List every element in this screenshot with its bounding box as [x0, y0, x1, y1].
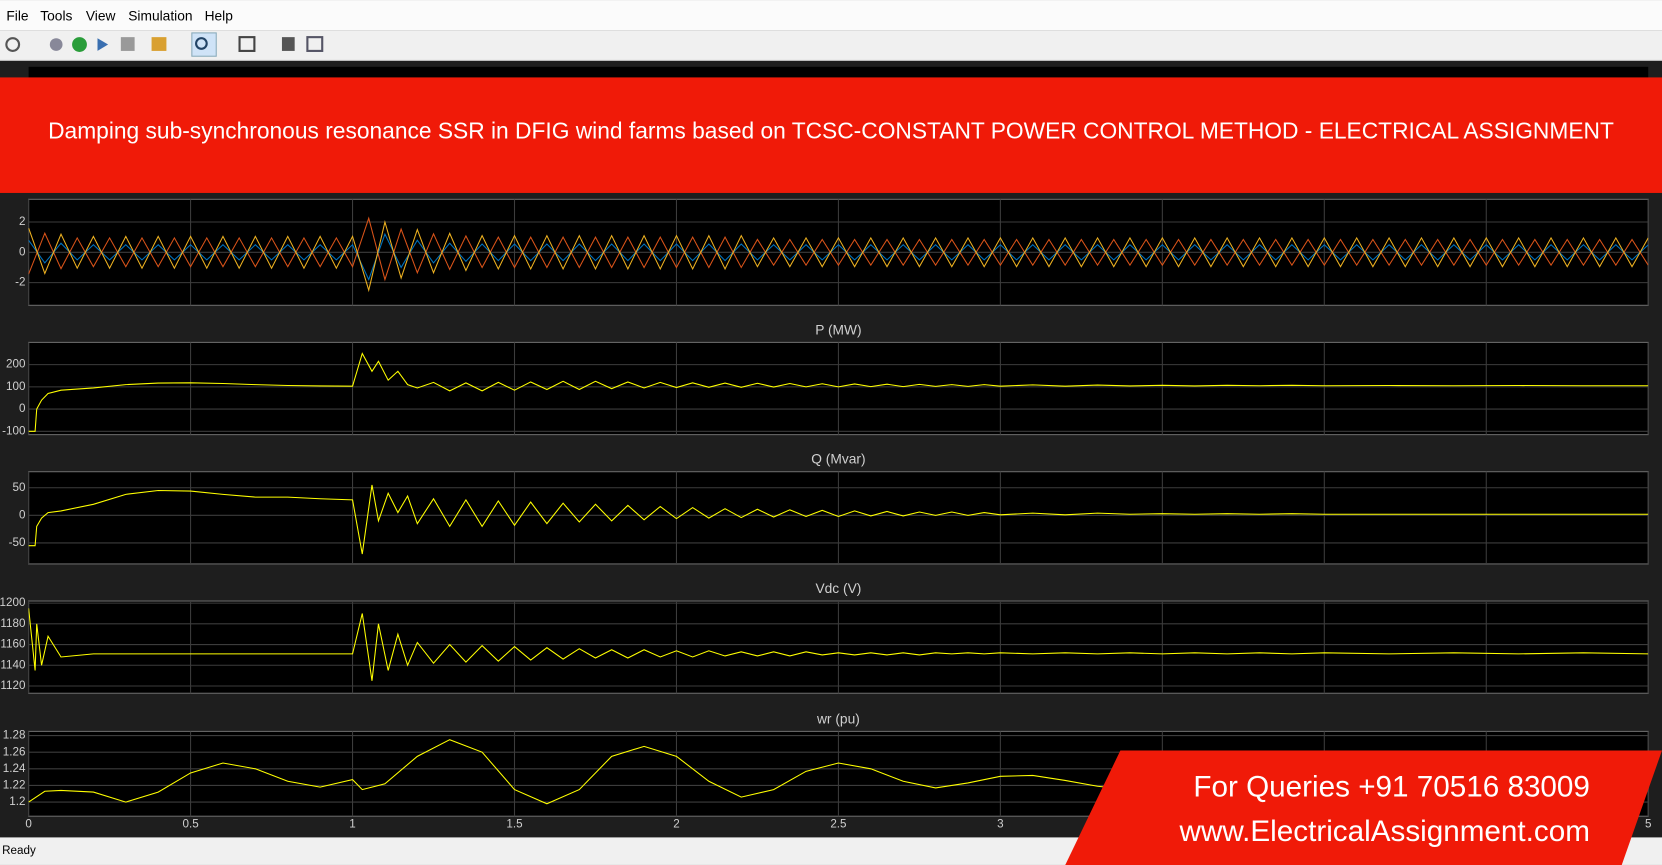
trace: [28, 484, 1649, 555]
y-tick-label: 1140: [0, 658, 26, 671]
y-tick-label: 50: [12, 481, 25, 494]
y-tick-label: 0: [19, 245, 26, 258]
traces: [28, 608, 1649, 681]
step-forward-button[interactable]: [97, 38, 109, 51]
y-tick-label: -2: [15, 276, 25, 289]
contact-overlay: [1065, 750, 1662, 865]
y-tick-label: 200: [6, 358, 26, 371]
banner-title: Damping sub-synchronous resonance SSR in…: [48, 118, 1614, 144]
panel-title: P (MW): [815, 322, 861, 337]
x-tick-label: 0.5: [182, 818, 198, 831]
status-text: Ready: [2, 844, 36, 857]
y-tick-label: 1.24: [3, 762, 26, 775]
scope-panel: -2 0 2: [15, 198, 1649, 306]
highlight-button[interactable]: [151, 37, 167, 51]
trace: [28, 232, 1649, 281]
y-tick-label: 1160: [0, 638, 26, 651]
x-tick-label: 3: [997, 818, 1003, 831]
style-button[interactable]: [281, 37, 295, 51]
menu-item[interactable]: File: [6, 9, 29, 24]
menu-item[interactable]: Tools: [40, 9, 72, 24]
y-tick-label: 0: [19, 402, 26, 415]
settings-button[interactable]: [5, 37, 21, 52]
trace: [28, 216, 1649, 282]
contact-phone: For Queries +91 70516 83009: [1193, 770, 1590, 803]
toolbar: [0, 30, 1662, 61]
y-tick-label: 1.22: [3, 779, 26, 792]
x-tick-label: 1.5: [506, 818, 522, 831]
run-button[interactable]: [72, 37, 87, 52]
measure-button[interactable]: [306, 36, 324, 52]
scope-panel: P (MW) -100 0 100 200: [2, 322, 1649, 437]
y-tick-label: 1.2: [9, 795, 25, 808]
scope-panel: Q (Mvar) -50 0 50: [9, 452, 1649, 565]
x-tick-label: 2: [673, 818, 679, 831]
zoom-icon: [195, 37, 208, 50]
y-tick-label: 1180: [0, 617, 26, 630]
trace: [28, 219, 1649, 293]
traces: [28, 484, 1649, 555]
traces: [28, 216, 1649, 293]
y-tick-label: 1120: [0, 679, 26, 692]
hidden-plot-strip: [28, 66, 1649, 78]
x-tick-label: 2.5: [830, 818, 846, 831]
y-tick-label: 1.26: [3, 745, 26, 758]
panel-title: Q (Mvar): [811, 452, 865, 467]
y-tick-label: 1200: [0, 596, 26, 609]
panel-title: wr (pu): [816, 711, 860, 726]
y-tick-label: 1.28: [3, 729, 26, 742]
menu-bar: [0, 0, 1662, 31]
title-banner: [0, 77, 1662, 193]
scope-panel: Vdc (V) 1120 1140 1160 1180 1200: [0, 581, 1649, 694]
toolbar-icons: [5, 32, 324, 57]
y-tick-label: 0: [19, 508, 26, 521]
menu-item[interactable]: Help: [205, 9, 234, 24]
y-tick-label: -100: [2, 424, 26, 437]
trace: [28, 352, 1649, 432]
y-tick-label: -50: [9, 536, 26, 549]
y-tick-label: 2: [19, 215, 25, 228]
x-tick-label: 0: [25, 818, 32, 831]
panel-title: Vdc (V): [815, 581, 861, 596]
x-tick-label: 1: [349, 818, 355, 831]
step-back-button[interactable]: [49, 38, 63, 51]
contact-website[interactable]: www.ElectricalAssignment.com: [1179, 815, 1590, 848]
stop-button[interactable]: [120, 37, 135, 51]
y-tick-label: 100: [6, 380, 26, 393]
menu-item[interactable]: View: [86, 9, 116, 24]
traces: [28, 352, 1649, 432]
menu-item[interactable]: Simulation: [128, 9, 192, 24]
trace: [28, 608, 1649, 681]
autoscale-button[interactable]: [238, 36, 256, 52]
x-tick-label: 5: [1645, 818, 1651, 831]
